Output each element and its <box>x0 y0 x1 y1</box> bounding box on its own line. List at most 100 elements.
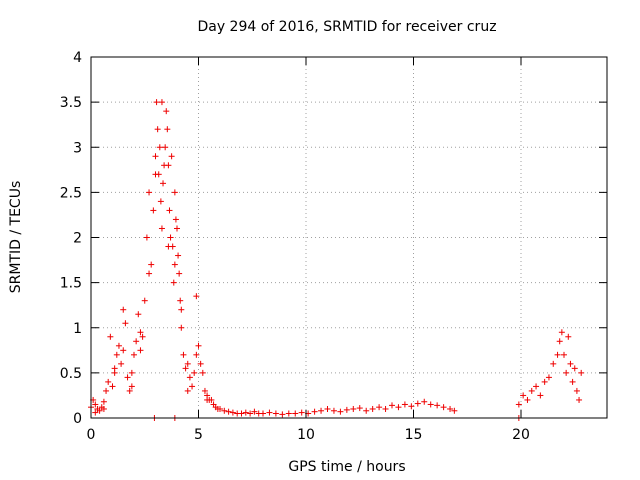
data-point <box>356 405 363 412</box>
data-point <box>157 198 164 205</box>
data-point <box>128 369 135 376</box>
data-point <box>515 401 522 408</box>
data-point <box>389 402 395 409</box>
data-point <box>128 383 135 390</box>
data-point <box>122 320 129 327</box>
data-point <box>528 387 535 394</box>
data-point <box>447 405 454 412</box>
data-point <box>158 99 165 106</box>
data-point <box>247 410 254 417</box>
data-point <box>189 383 196 390</box>
data-point <box>524 396 531 403</box>
data-point <box>171 189 178 196</box>
data-point <box>421 398 428 405</box>
data-point <box>556 338 563 345</box>
data-point <box>558 329 565 336</box>
data-point <box>242 409 249 416</box>
data-point <box>204 396 211 403</box>
data-point <box>92 401 99 408</box>
data-point <box>197 360 204 367</box>
y-tick-label: 3 <box>73 140 82 156</box>
data-point <box>156 144 163 151</box>
x-tick-label: 10 <box>297 427 315 443</box>
data-point <box>440 404 447 411</box>
data-point <box>279 411 286 418</box>
data-point <box>126 387 133 394</box>
data-point <box>135 311 142 318</box>
data-point <box>578 369 585 376</box>
data-point <box>569 378 576 385</box>
y-tick-label: 0 <box>73 411 82 427</box>
data-point <box>311 408 318 415</box>
data-point <box>272 410 279 417</box>
data-point <box>561 351 567 358</box>
data-point <box>193 293 200 300</box>
data-point <box>124 374 131 381</box>
chart-title: Day 294 of 2016, SRMTID for receiver cru… <box>197 19 496 35</box>
y-tick-label: 0.5 <box>60 366 82 382</box>
data-point <box>451 407 458 414</box>
data-point <box>201 387 208 394</box>
data-point <box>369 405 376 412</box>
data-point <box>533 383 540 390</box>
data-point <box>100 398 107 405</box>
data-point <box>550 360 557 367</box>
data-point <box>238 410 245 417</box>
data-point <box>137 347 144 354</box>
data-point <box>100 405 107 412</box>
x-tick-label: 0 <box>87 427 96 443</box>
data-point <box>150 207 157 214</box>
data-point <box>537 392 544 399</box>
data-point <box>131 351 137 358</box>
data-point <box>541 378 548 385</box>
data-point <box>153 99 160 106</box>
x-axis-label: GPS time / hours <box>288 459 405 475</box>
data-point <box>172 216 179 223</box>
y-tick-label: 2.5 <box>60 185 82 201</box>
data-point <box>292 410 299 417</box>
y-tick-label: 1 <box>73 321 82 337</box>
data-point <box>376 404 383 411</box>
data-point <box>184 360 191 367</box>
data-point <box>120 306 127 313</box>
data-point <box>191 369 198 376</box>
data-point <box>337 408 344 415</box>
data-point <box>350 405 357 412</box>
data-point <box>182 365 189 372</box>
data-point <box>225 408 232 415</box>
data-point <box>401 401 408 408</box>
data-point <box>318 407 325 414</box>
data-point <box>395 404 402 411</box>
data-point <box>137 329 144 336</box>
data-point <box>229 409 236 416</box>
data-point <box>105 378 112 385</box>
data-point <box>146 270 153 277</box>
data-point <box>92 409 99 416</box>
data-point <box>382 405 389 412</box>
data-point <box>285 410 292 417</box>
data-point <box>573 387 580 394</box>
data-point <box>170 279 177 286</box>
x-tick-label: 5 <box>194 427 203 443</box>
data-point <box>171 261 178 268</box>
data-point <box>567 360 574 367</box>
data-point <box>178 306 185 313</box>
data-point <box>164 126 171 133</box>
data-point <box>343 406 350 413</box>
data-point <box>180 351 187 358</box>
data-point <box>266 409 273 416</box>
data-point <box>146 189 153 196</box>
y-tick-label: 1.5 <box>60 276 82 292</box>
data-point <box>175 252 182 259</box>
x-tick-label: 20 <box>512 427 530 443</box>
data-points <box>88 99 585 421</box>
data-point <box>195 342 202 349</box>
data-point <box>576 396 583 403</box>
data-point <box>217 405 223 412</box>
data-point <box>152 153 159 160</box>
tick-labels: 0 0.5 1 1.5 2 2.5 3 3.5 4 0 5 10 15 20 <box>60 50 530 443</box>
data-point <box>141 297 148 304</box>
data-point <box>174 225 180 232</box>
